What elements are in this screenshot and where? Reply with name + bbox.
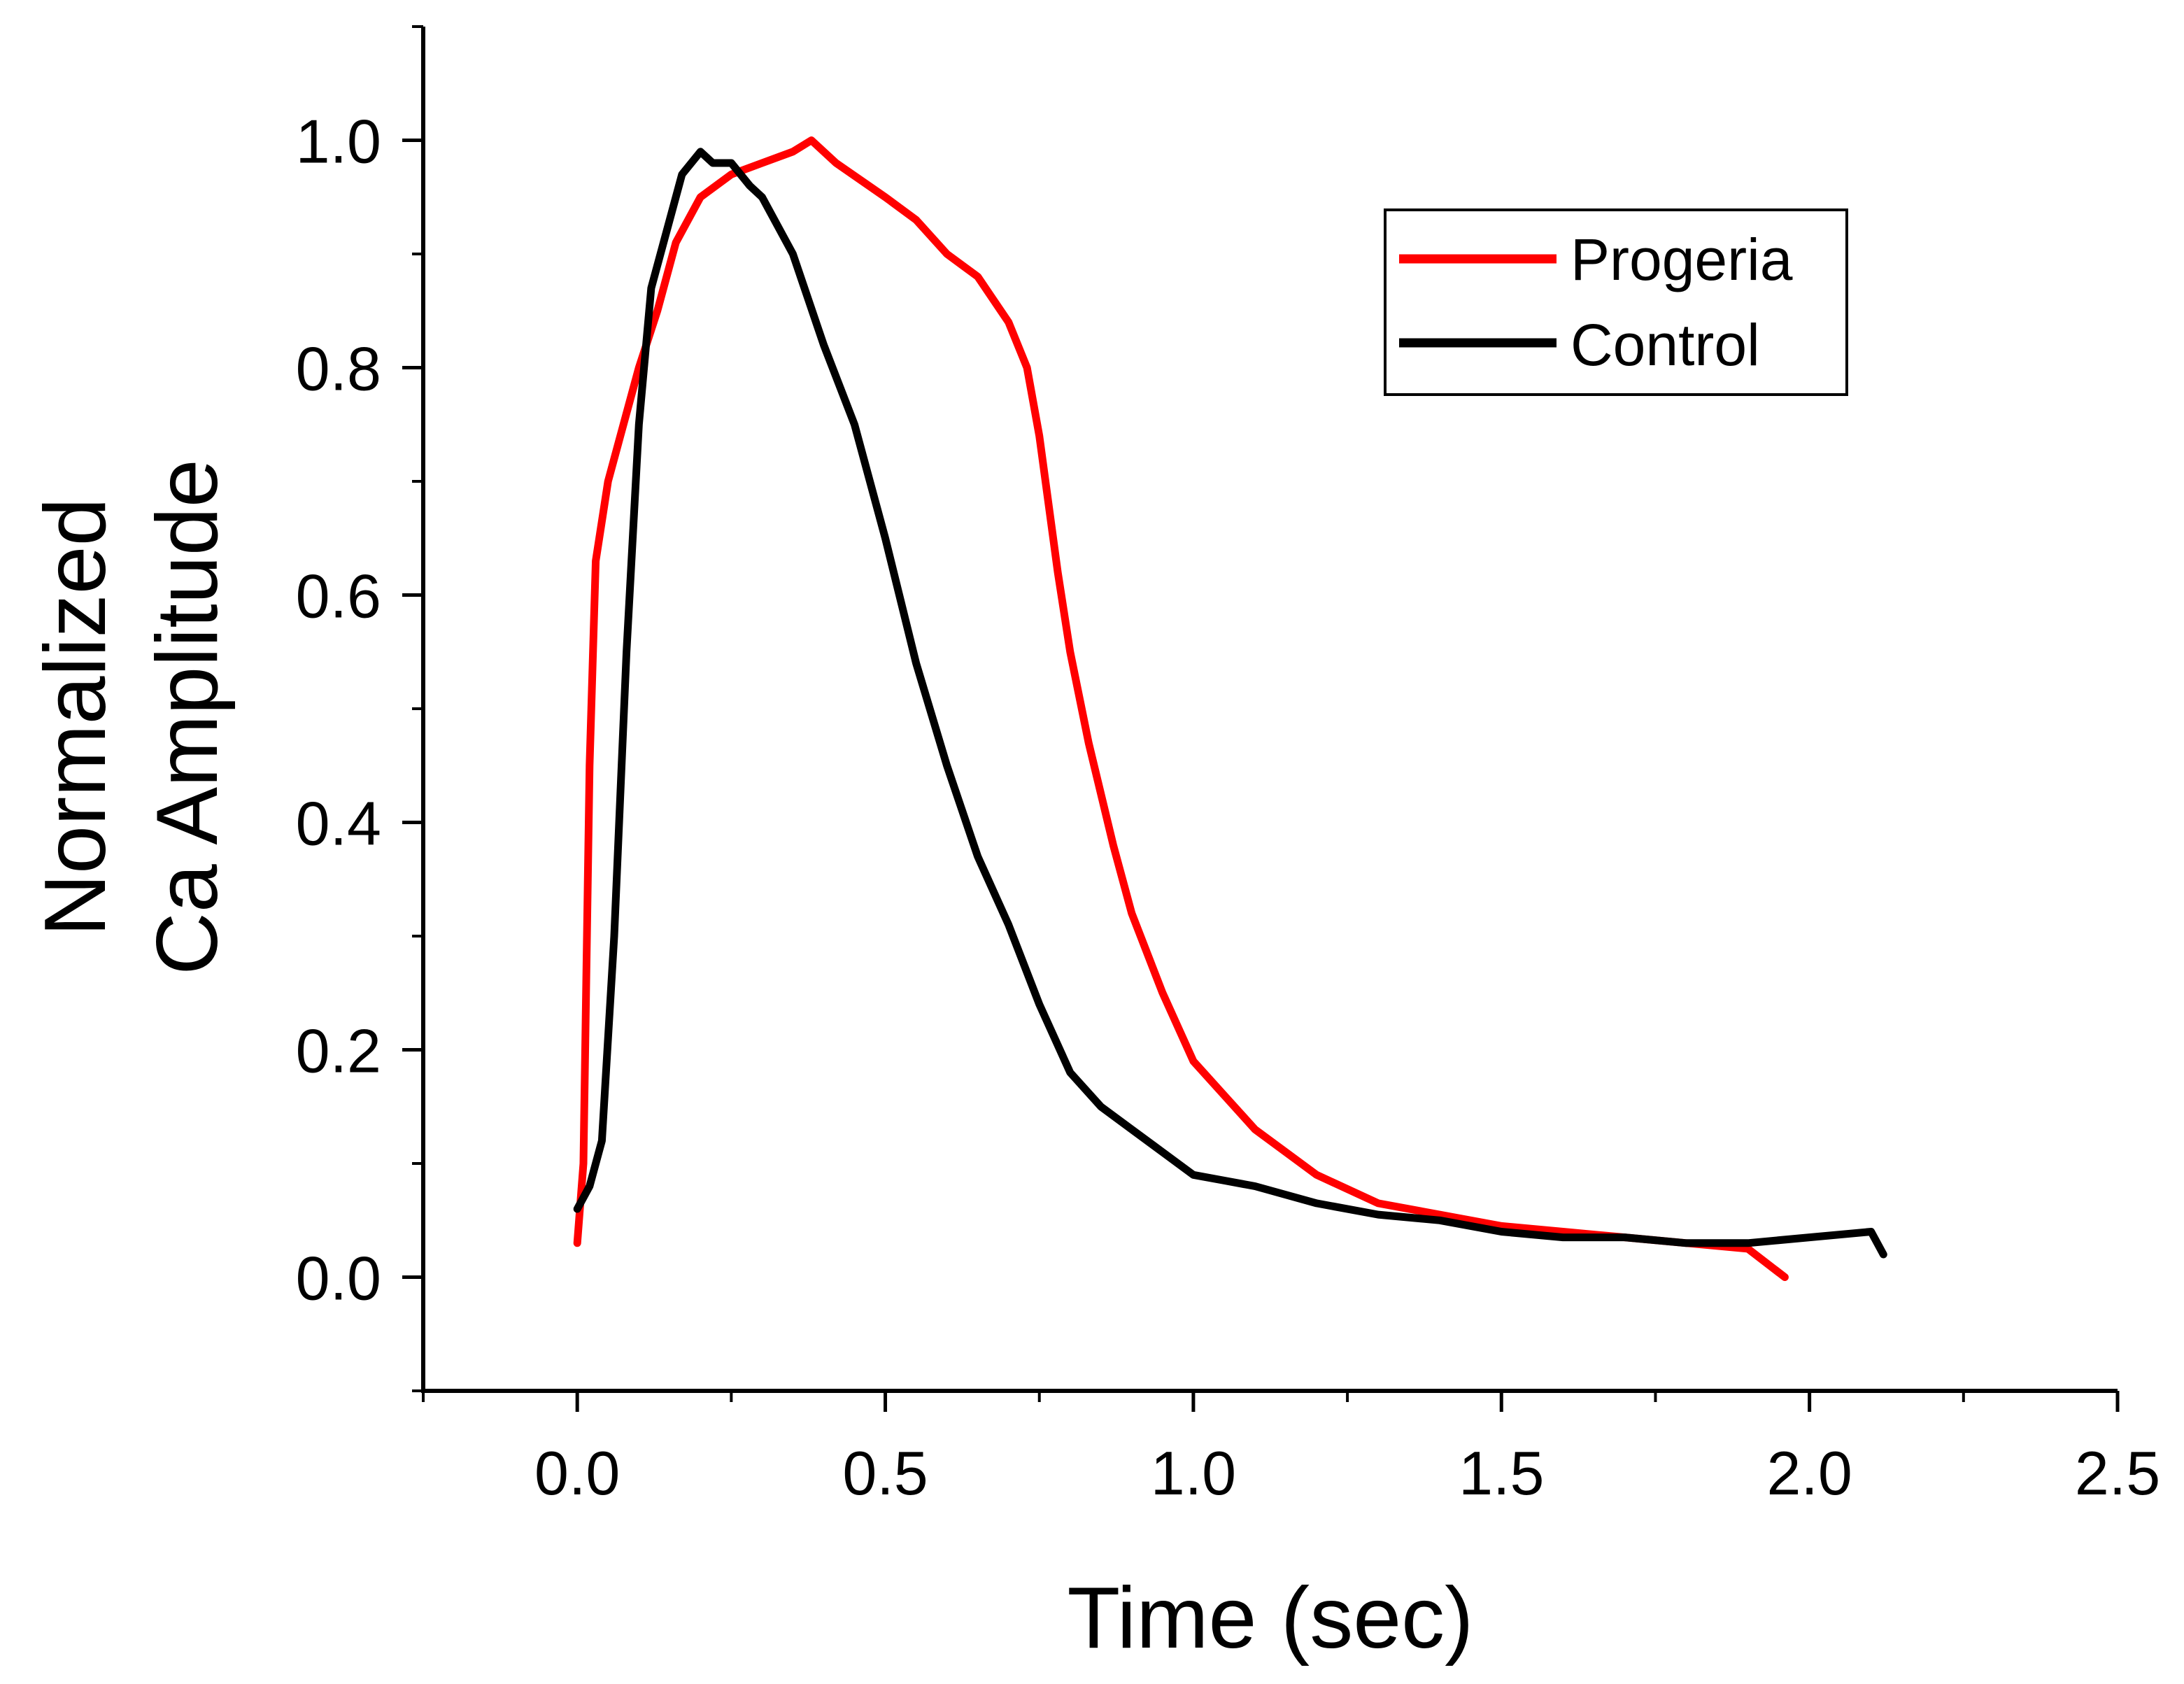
series-line-control [573, 148, 1887, 1259]
x-tick-label: 1.0 [1151, 1438, 1236, 1508]
legend: Progeria Control [1384, 208, 1848, 396]
x-tick-label: 2.0 [1766, 1438, 1852, 1508]
x-tick-label: 2.5 [2075, 1438, 2160, 1508]
y-ticks: 0.0 0.2 0.4 0.6 0.8 1.0 [296, 25, 423, 1392]
y-axis-title-line-2: Ca Amplitude [139, 459, 236, 975]
x-axis-title: Time (sec) [1068, 1570, 1474, 1667]
y-tick-label: 0.6 [296, 562, 381, 631]
y-tick-label: 0.4 [296, 789, 381, 858]
y-tick-label: 1.0 [296, 107, 381, 176]
legend-box [1384, 208, 1848, 396]
y-axis-title-line-1: Normalized [27, 497, 124, 936]
x-ticks: 0.0 0.5 1.0 1.5 2.0 2.5 [422, 1391, 2160, 1508]
x-tick-label: 0.5 [842, 1438, 928, 1508]
y-tick-label: 0.8 [296, 334, 381, 404]
y-tick-label: 0.2 [296, 1017, 381, 1086]
legend-label-progeria: Progeria [1570, 227, 1793, 292]
x-tick-label: 1.5 [1459, 1438, 1544, 1508]
series-lines [573, 136, 1887, 1281]
x-tick-label: 0.0 [534, 1438, 620, 1508]
legend-label-control: Control [1570, 312, 1760, 378]
y-axis-title: Normalized Ca Amplitude [27, 459, 236, 975]
y-tick-label: 0.0 [296, 1244, 381, 1313]
